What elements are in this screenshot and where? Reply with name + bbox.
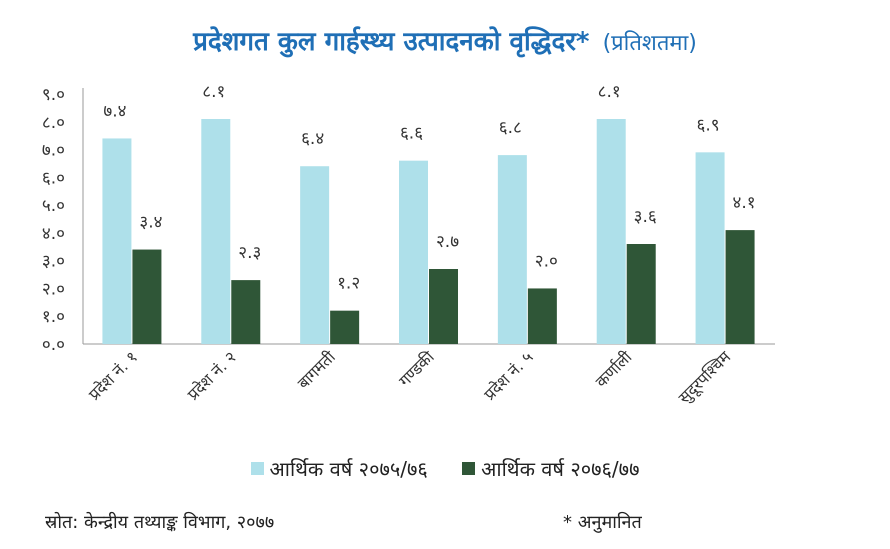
y-tick-label: ४.०	[42, 224, 65, 244]
x-tick-label: प्रदेश नं. २	[184, 347, 241, 404]
y-tick-label: २.०	[42, 279, 65, 299]
x-tick-label: प्रदेश नं. १	[85, 347, 142, 404]
data-label-series-2: ३.६	[634, 207, 657, 227]
bar-series-2	[429, 269, 458, 344]
data-label-series-1: ८.१	[202, 82, 225, 102]
legend-label-series-1: आर्थिक वर्ष २०७५/७६	[269, 457, 428, 481]
y-tick-label: ९.०	[42, 85, 65, 105]
y-tick-label: ३.०	[42, 252, 65, 272]
bar-series-2	[231, 280, 261, 344]
x-tick-label: कर्णाली	[592, 347, 636, 391]
legend-item-series-1: आर्थिक वर्ष २०७५/७६	[250, 455, 428, 482]
chart-title-row: प्रदेशगत कुल गार्हस्थ्य उत्पादनको वृद्धि…	[0, 22, 890, 58]
bar-series-1	[300, 166, 330, 344]
data-label-series-2: ४.१	[733, 193, 756, 213]
data-label-series-1: ६.६	[400, 124, 423, 144]
bar-series-1	[596, 119, 626, 344]
y-tick-label: ५.०	[42, 196, 65, 216]
bar-series-2	[132, 249, 162, 344]
y-tick-label: १.०	[42, 307, 65, 327]
data-label-series-2: २.७	[436, 232, 459, 252]
chart-title: प्रदेशगत कुल गार्हस्थ्य उत्पादनको वृद्धि…	[193, 27, 590, 57]
x-tick-label: प्रदेश नं. ५	[480, 347, 537, 404]
bar-series-1	[497, 155, 527, 344]
data-label-series-2: २.०	[535, 251, 558, 271]
data-label-series-1: ८.१	[598, 82, 621, 102]
data-label-series-2: ३.४	[139, 213, 162, 233]
data-label-series-2: २.३	[238, 243, 261, 263]
estimate-note: * अनुमानित	[563, 512, 642, 533]
bar-series-2	[330, 310, 360, 344]
y-tick-label: ८.०	[42, 113, 65, 133]
bar-series-2	[626, 244, 656, 344]
bar-series-1	[695, 152, 725, 344]
data-label-series-1: ७.४	[103, 101, 126, 121]
y-tick-label: ६.०	[42, 168, 65, 188]
source-note: स्रोत: केन्द्रीय तथ्याङ्क विभाग, २०७७	[45, 512, 275, 533]
bar-series-1	[102, 138, 132, 344]
x-tick-label: गण्डकी	[395, 347, 438, 390]
bar-series-1	[399, 160, 428, 344]
data-label-series-2: १.२	[337, 274, 360, 294]
legend-swatch-series-1	[250, 462, 264, 475]
legend-swatch-series-2	[462, 462, 476, 475]
data-label-series-1: ६.८	[499, 118, 522, 138]
y-tick-label: ०.०	[42, 335, 65, 355]
bar-series-2	[527, 288, 557, 344]
data-label-series-1: ६.४	[301, 129, 324, 149]
x-tick-label: सुदूरपश्चिम	[675, 347, 736, 408]
bar-chart: ०.० १.० २.० ३.० ४.० ५.० ६.० ७.० ८.० ९.० ७.४ ३.४ प्रद…	[42, 82, 775, 408]
bar-series-1	[201, 119, 231, 344]
legend-label-series-2: आर्थिक वर्ष २०७६/७७	[481, 457, 640, 481]
y-tick-label: ७.०	[42, 141, 65, 161]
data-label-series-1: ६.९	[697, 115, 720, 135]
bar-series-2	[725, 230, 755, 344]
x-tick-label: बागमती	[294, 347, 340, 393]
legend-item-series-2: आर्थिक वर्ष २०७६/७७	[462, 455, 639, 482]
chart-subtitle: (प्रतिशतमा)	[602, 31, 697, 56]
chart-legend: आर्थिक वर्ष २०७५/७६ आर्थिक वर्ष २०७६/७७	[0, 455, 890, 482]
